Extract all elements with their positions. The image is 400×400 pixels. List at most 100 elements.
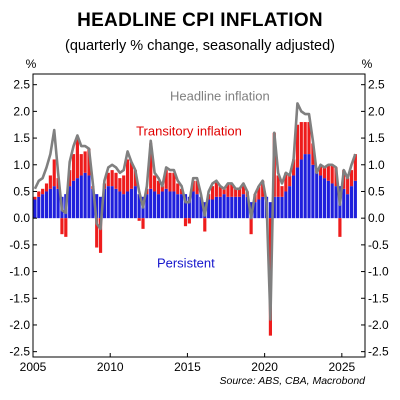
- bar-persistent: [180, 194, 184, 219]
- y-tick-label-left: -1.0: [9, 265, 30, 279]
- bar-persistent: [44, 191, 49, 219]
- bar-transitory: [95, 218, 99, 248]
- y-tick-label-right: -1.0: [368, 265, 389, 279]
- bar-transitory: [122, 175, 126, 195]
- bar-persistent: [83, 172, 87, 219]
- bar-transitory: [291, 159, 296, 176]
- x-tick-label: 2015: [174, 360, 201, 374]
- bar-transitory: [349, 170, 354, 187]
- bar-persistent: [241, 194, 245, 219]
- y-unit-right: %: [362, 57, 373, 71]
- bar-persistent: [33, 199, 37, 219]
- bar-transitory: [284, 172, 288, 192]
- bar-persistent: [160, 191, 164, 219]
- y-tick-label-right: 1.5: [368, 131, 385, 145]
- bar-persistent: [218, 196, 222, 219]
- bar-transitory: [288, 175, 292, 187]
- bar-transitory: [48, 175, 52, 189]
- bar-transitory: [98, 218, 103, 253]
- bar-transitory: [44, 183, 49, 192]
- bar-persistent: [52, 186, 56, 219]
- bar-persistent: [349, 186, 354, 219]
- bar-transitory: [195, 180, 199, 195]
- chart-title: HEADLINE CPI INFLATION: [77, 10, 323, 31]
- y-tick-label-left: -2.5: [9, 345, 30, 359]
- bar-transitory: [303, 122, 307, 155]
- bar-persistent: [98, 196, 103, 219]
- y-tick-label-right: 0.0: [368, 211, 385, 225]
- bar-persistent: [102, 188, 107, 219]
- bar-transitory: [214, 180, 218, 197]
- y-tick-label-left: 1.0: [13, 158, 30, 172]
- bar-persistent: [326, 180, 330, 219]
- bar-transitory: [125, 159, 130, 192]
- y-tick-label-left: 2.0: [13, 104, 30, 118]
- bar-transitory: [79, 154, 83, 176]
- bar-transitory: [218, 186, 222, 197]
- bar-persistent: [268, 202, 273, 219]
- bar-persistent: [303, 154, 307, 219]
- axes-layer: -2.5 -2.5 -2.0 -2.0 -1.5 -1.5 -1.0 -1.0 -0.5 -0.5…: [9, 78, 389, 374]
- bar-transitory: [71, 154, 76, 181]
- bar-transitory: [83, 151, 87, 173]
- bar-transitory: [52, 159, 56, 187]
- y-tick-label-right: 2.5: [368, 78, 385, 92]
- bar-transitory: [187, 218, 191, 224]
- y-tick-label-right: -2.0: [368, 318, 389, 332]
- bar-persistent: [195, 194, 199, 219]
- y-tick-label-left: 1.5: [13, 131, 30, 145]
- bar-transitory: [346, 178, 350, 195]
- bars-layer: [33, 122, 357, 336]
- bar-transitory: [353, 154, 357, 181]
- bar-transitory: [319, 164, 323, 176]
- y-tick-label-left: -0.5: [9, 238, 30, 252]
- bar-transitory: [234, 188, 238, 197]
- bar-persistent: [237, 196, 242, 219]
- annotation-headline: Headline inflation: [170, 89, 270, 104]
- y-tick-label-right: 1.0: [368, 158, 385, 172]
- annotation-transitory: Transitory inflation: [136, 123, 242, 138]
- bar-transitory: [261, 180, 265, 197]
- bar-transitory: [75, 138, 79, 179]
- bar-persistent: [299, 159, 303, 219]
- y-tick-label-right: -1.5: [368, 291, 389, 305]
- bar-persistent: [207, 199, 211, 219]
- bar-transitory: [299, 122, 303, 160]
- bar-transitory: [276, 175, 280, 197]
- bar-transitory: [137, 218, 141, 221]
- plot-frame: [32, 73, 366, 358]
- bar-transitory: [257, 186, 261, 200]
- y-unit-left: %: [26, 57, 37, 71]
- y-tick-label-right: 0.5: [368, 184, 385, 198]
- bar-persistent: [110, 186, 114, 219]
- bar-persistent: [291, 175, 296, 219]
- bar-persistent: [187, 196, 191, 219]
- bar-transitory: [311, 143, 315, 165]
- bar-persistent: [322, 178, 327, 219]
- bar-persistent: [91, 188, 95, 219]
- x-tick-label: 2020: [251, 360, 278, 374]
- bar-transitory: [230, 183, 234, 197]
- bar-persistent: [253, 202, 257, 219]
- bar-transitory: [153, 175, 157, 192]
- bar-persistent: [156, 194, 161, 219]
- bar-persistent: [145, 194, 149, 219]
- headline-series-line: [33, 102, 357, 321]
- bar-persistent: [122, 194, 126, 219]
- y-tick-label-right: 2.0: [368, 104, 385, 118]
- bar-transitory: [222, 188, 226, 195]
- bar-transitory: [106, 172, 110, 187]
- bar-persistent: [95, 194, 99, 219]
- bar-transitory: [141, 218, 145, 229]
- bar-persistent: [245, 196, 249, 219]
- bar-persistent: [164, 188, 168, 219]
- bar-persistent: [68, 186, 72, 219]
- bar-persistent: [79, 175, 83, 219]
- y-tick-label-left: -1.5: [9, 291, 30, 305]
- bar-persistent: [106, 186, 110, 219]
- bar-persistent: [48, 188, 52, 219]
- bar-persistent: [153, 191, 157, 219]
- y-tick-label-right: -2.5: [368, 345, 389, 359]
- bar-persistent: [71, 180, 76, 219]
